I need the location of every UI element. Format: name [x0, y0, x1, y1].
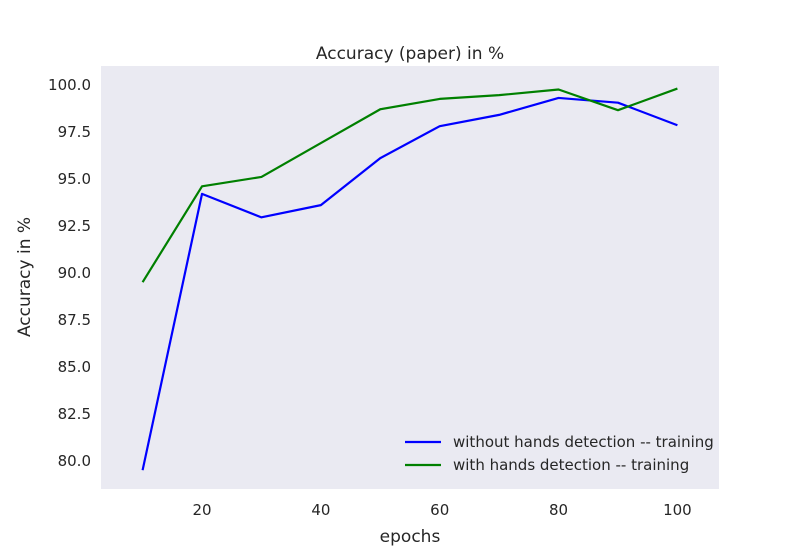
plot-area [101, 66, 719, 489]
y-tick-label: 95.0 [58, 170, 91, 188]
y-tick-label: 90.0 [58, 264, 91, 282]
y-axis-label: Accuracy in % [15, 217, 35, 337]
legend-label: without hands detection -- training [453, 433, 714, 451]
x-tick-label: 60 [430, 501, 449, 519]
x-tick-label: 20 [192, 501, 211, 519]
legend: without hands detection -- training with … [405, 433, 714, 474]
x-tick-label: 100 [663, 501, 692, 519]
y-tick-label: 92.5 [58, 217, 91, 235]
series-layer [141, 87, 678, 471]
series-line-2 [141, 87, 678, 283]
x-axis-label: epochs [380, 527, 441, 547]
y-tick-label: 82.5 [58, 405, 91, 423]
y-tick-label: 80.0 [58, 452, 91, 470]
legend-label: with hands detection -- training [453, 456, 689, 474]
y-tick-labels: 80.0 82.5 85.0 87.5 90.0 92.5 95.0 97.5 100.0 [48, 76, 91, 470]
y-tick-label: 97.5 [58, 123, 91, 141]
y-tick-label: 87.5 [58, 311, 91, 329]
x-tick-label: 80 [549, 501, 568, 519]
chart-title: Accuracy (paper) in % [316, 44, 504, 64]
x-tick-label: 40 [311, 501, 330, 519]
y-tick-label: 100.0 [48, 76, 91, 94]
y-tick-label: 85.0 [58, 358, 91, 376]
x-tick-labels: 20 40 60 80 100 [192, 501, 691, 519]
